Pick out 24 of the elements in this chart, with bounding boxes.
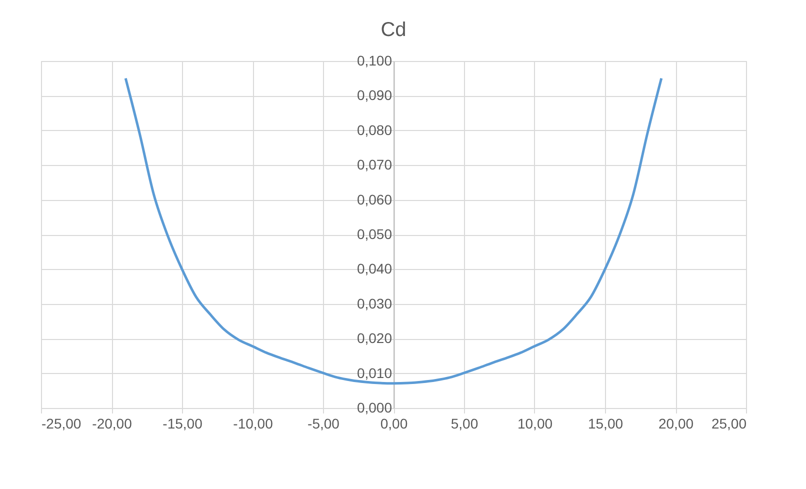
y-tick-label: 0,040 xyxy=(356,260,392,277)
y-tick-label: 0,010 xyxy=(356,364,392,381)
x-tick-label: -5,00 xyxy=(308,416,340,432)
y-tick-label: 0,080 xyxy=(356,122,392,138)
x-tick-label: -10,00 xyxy=(233,416,274,432)
x-tick-label: 10,00 xyxy=(517,416,553,432)
x-tick-label: -15,00 xyxy=(162,416,203,432)
x-tick-label: -25,00 xyxy=(42,416,82,432)
chart-title: Cd xyxy=(380,19,406,41)
y-tick-label: 0,090 xyxy=(356,87,392,104)
x-tick-label: 0,00 xyxy=(380,416,408,432)
y-tick-label: 0,060 xyxy=(356,191,392,208)
line-series xyxy=(124,77,663,385)
y-tick-label: 0,000 xyxy=(356,400,392,416)
y-tick-label: 0,100 xyxy=(356,52,392,68)
y-tick-label: 0,070 xyxy=(356,156,392,173)
x-tick-label: -20,00 xyxy=(92,416,132,432)
y-tick-label: 0,050 xyxy=(356,226,392,242)
x-tick-label: 20,00 xyxy=(658,416,694,432)
x-tick-label: 15,00 xyxy=(588,416,624,432)
y-tick-label: 0,030 xyxy=(356,295,392,312)
x-tick-label: 25,00 xyxy=(711,416,747,432)
y-tick-label: 0,020 xyxy=(356,330,392,346)
x-tick-label: 5,00 xyxy=(450,416,478,432)
